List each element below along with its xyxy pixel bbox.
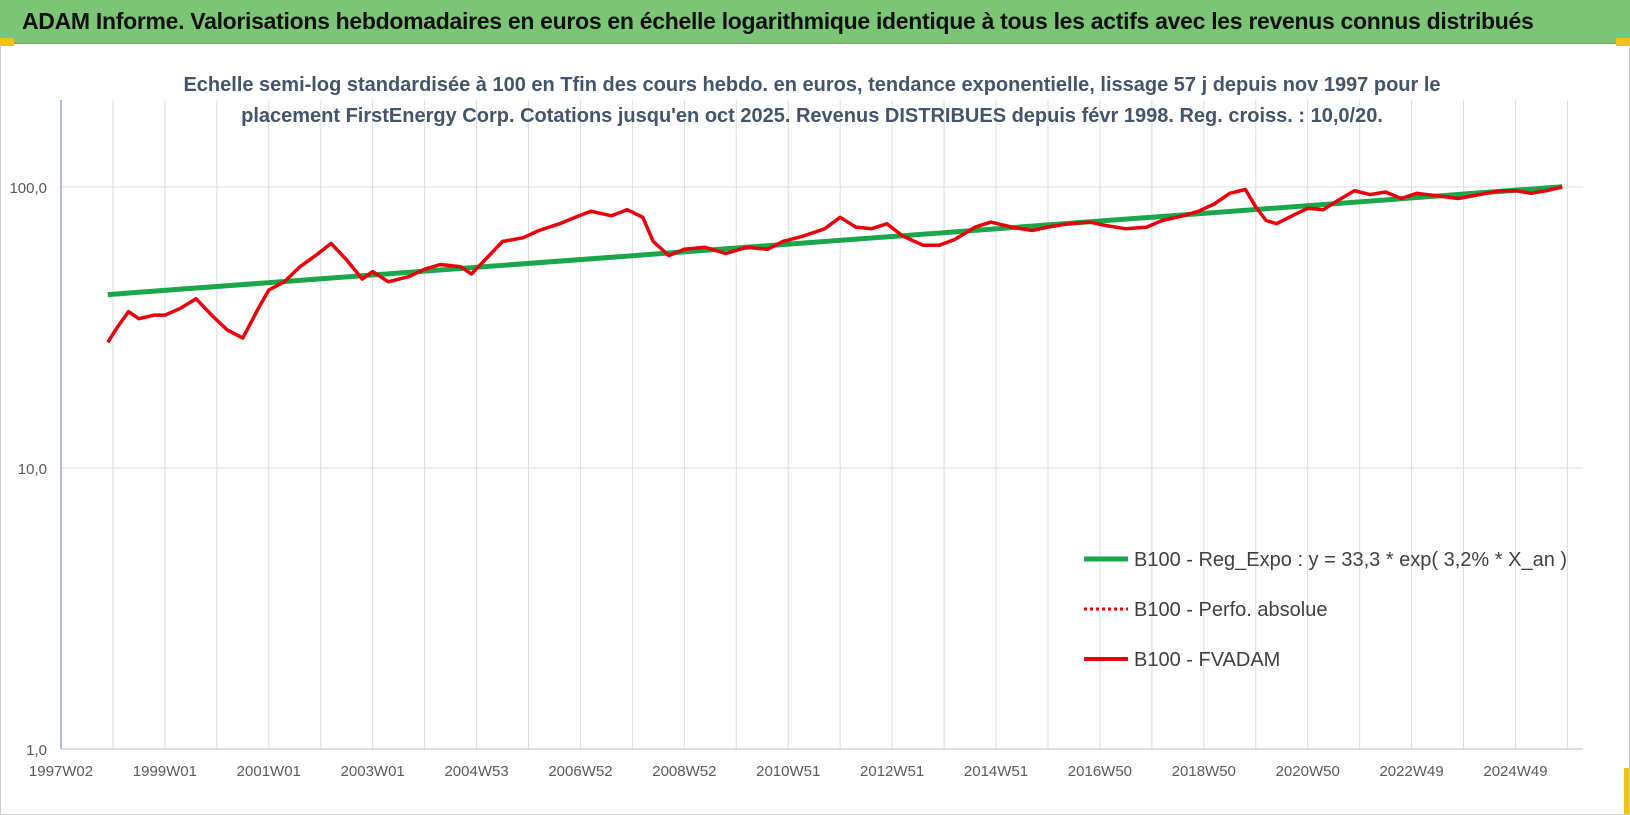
title-banner: ADAM Informe. Valorisations hebdomadaire…: [0, 0, 1630, 44]
x-tick-label: 2012W51: [860, 763, 924, 780]
chart-subtitle-line-2: placement FirstEnergy Corp. Cotations ju…: [241, 105, 1383, 127]
y-tick-label: 1,0: [26, 742, 47, 759]
x-tick-label: 1999W01: [133, 763, 197, 780]
x-tick-label: 2014W51: [964, 763, 1028, 780]
legend-label-1: B100 - Reg_Expo : y = 33,3 * exp( 3,2% *…: [1134, 549, 1567, 571]
corner-mark-top-left: [0, 38, 14, 46]
series-line-2: [106, 186, 1563, 343]
y-tick-label: 10,0: [18, 461, 47, 478]
x-tick-label: 2001W01: [237, 763, 301, 780]
corner-mark-bottom-right: [1624, 768, 1630, 815]
x-tick-label: 1997W02: [29, 763, 93, 780]
x-tick-label: 2004W53: [444, 763, 508, 780]
x-tick-label: 2008W52: [652, 763, 716, 780]
banner-title: ADAM Informe. Valorisations hebdomadaire…: [22, 8, 1534, 34]
chart-subtitle-line-1: Echelle semi-log standardisée à 100 en T…: [183, 74, 1440, 96]
x-tick-label: 2018W50: [1172, 763, 1236, 780]
x-tick-label: 2003W01: [341, 763, 405, 780]
grid-layer: [61, 100, 1583, 750]
series-layer: [106, 184, 1563, 344]
x-tick-label: 2016W50: [1068, 763, 1132, 780]
x-tick-label: 2022W49: [1379, 763, 1443, 780]
y-tick-label: 100,0: [9, 180, 47, 197]
axes-layer: 1,0 10,0 100,0 1997W02 1999W01 2001W01 2003W01…: [9, 100, 1583, 780]
legend-label-2: B100 - Perfo. absolue: [1134, 599, 1327, 621]
legend: B100 - Reg_Expo : y = 33,3 * exp( 3,2% *…: [1084, 549, 1567, 671]
x-tick-label: 2006W52: [548, 763, 612, 780]
corner-mark-top-right: [1616, 38, 1630, 46]
series-line-3: [106, 185, 1563, 344]
legend-label-3: B100 - FVADAM: [1134, 649, 1280, 671]
x-tick-label: 2020W50: [1276, 763, 1340, 780]
series-line-1: [107, 184, 1563, 298]
x-tick-label: 2010W51: [756, 763, 820, 780]
x-tick-label: 2024W49: [1483, 763, 1547, 780]
